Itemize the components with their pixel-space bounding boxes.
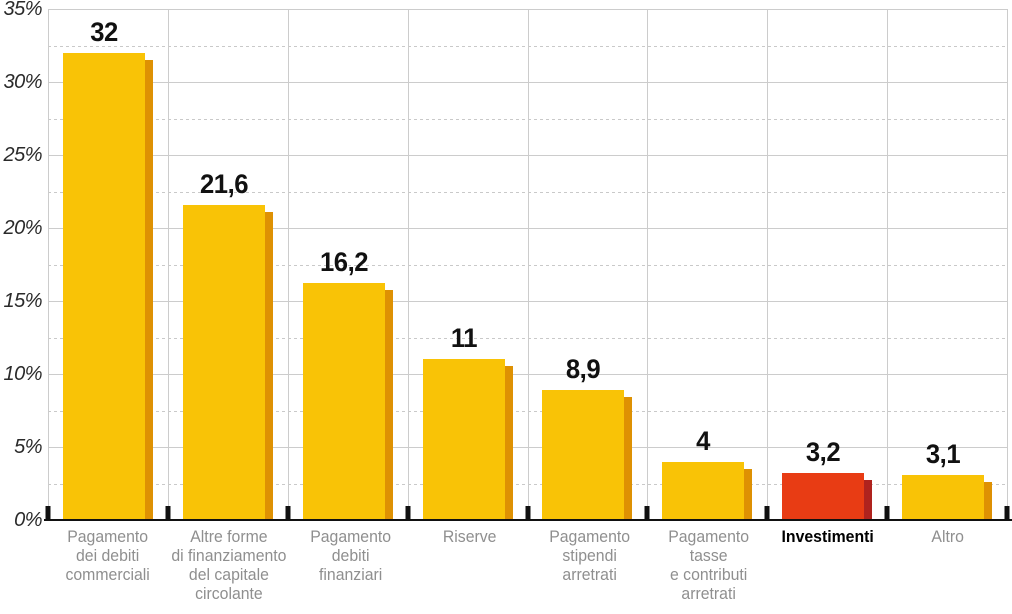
bar-value-label: 16,2 bbox=[319, 247, 369, 278]
y-axis-label: 10% bbox=[3, 363, 42, 385]
y-axis-label: 5% bbox=[14, 436, 42, 458]
bar-shade-edge bbox=[624, 397, 633, 520]
bar-value-label: 8,9 bbox=[566, 354, 601, 385]
vertical-gridline bbox=[527, 9, 529, 520]
x-axis-label-line: Altro bbox=[931, 527, 964, 546]
x-axis-label-line: di finanziamento bbox=[171, 546, 287, 565]
bar-shade-edge bbox=[984, 481, 993, 520]
x-axis-label-line: del capitale bbox=[189, 565, 270, 584]
axis-tick bbox=[405, 506, 411, 520]
bar bbox=[422, 359, 513, 520]
y-axis-label: 30% bbox=[3, 71, 42, 93]
bar-face bbox=[62, 52, 145, 520]
x-axis-label-line: Pagamento bbox=[668, 527, 750, 546]
bar-shade-edge bbox=[744, 468, 753, 520]
x-axis-label-highlighted: Investimenti bbox=[773, 527, 884, 603]
y-axis-label: 35% bbox=[3, 0, 42, 20]
bar-shade-edge bbox=[504, 366, 513, 520]
bar bbox=[182, 204, 273, 520]
y-axis-label: 0% bbox=[14, 509, 42, 531]
bar-face bbox=[542, 390, 625, 520]
vertical-gridline bbox=[407, 9, 409, 520]
bar-face bbox=[902, 474, 985, 520]
axis-tick bbox=[1004, 506, 1010, 520]
x-axis-label: Altro bbox=[892, 527, 1003, 603]
axis-tick bbox=[285, 506, 291, 520]
vertical-gridline bbox=[767, 9, 769, 520]
x-axis-label-line: stipendi bbox=[562, 546, 617, 565]
bar bbox=[782, 473, 873, 520]
axis-tick bbox=[764, 506, 770, 520]
x-axis-label: Pagamento stipendi arretrati bbox=[534, 527, 645, 603]
x-axis-label-line: commerciali bbox=[65, 565, 150, 584]
x-axis-label-line: arretrati bbox=[562, 565, 617, 584]
x-axis-label-line: Pagamento bbox=[67, 527, 149, 546]
bar-shade-edge bbox=[384, 290, 393, 520]
x-axis-label-line: tasse bbox=[689, 546, 728, 565]
bar bbox=[662, 461, 753, 520]
x-axis-label-line: Pagamento bbox=[548, 527, 630, 546]
vertical-gridline bbox=[647, 9, 649, 520]
vertical-gridline bbox=[48, 9, 49, 520]
bar-value-label: 21,6 bbox=[199, 168, 249, 199]
x-axis-label: Riserve bbox=[415, 527, 526, 603]
bar-face bbox=[662, 461, 745, 520]
vertical-gridline bbox=[287, 9, 289, 520]
bar-value-label: 32 bbox=[90, 16, 118, 47]
bar-face bbox=[302, 283, 385, 520]
bar bbox=[302, 283, 393, 520]
y-axis-label: 20% bbox=[3, 217, 42, 239]
bar-face bbox=[182, 204, 265, 520]
bar bbox=[542, 390, 633, 520]
x-axis-label-line: e contributi bbox=[670, 565, 748, 584]
bar bbox=[62, 52, 153, 520]
axis-tick bbox=[525, 506, 530, 520]
highlighted-bar-face bbox=[782, 473, 865, 520]
plot-area: 32 21,6 16,2 11 8,9 4 3,2 3,1 bbox=[45, 9, 1010, 520]
bar bbox=[902, 474, 993, 520]
bar-value-label: 4 bbox=[696, 425, 711, 456]
x-axis-label-line: finanziari bbox=[319, 565, 383, 584]
bar-value-label: 11 bbox=[450, 323, 477, 354]
bar-value-label: 3,2 bbox=[806, 437, 841, 468]
axis-tick bbox=[644, 506, 650, 520]
x-axis-label-line: dei debiti bbox=[76, 546, 140, 565]
x-axis-label-line: debiti bbox=[331, 546, 370, 565]
axis-tick bbox=[45, 506, 51, 520]
axis-tick bbox=[165, 506, 171, 520]
bar-face bbox=[422, 359, 505, 520]
x-axis-label: Pagamento debiti finanziari bbox=[295, 527, 406, 603]
axis-tick bbox=[884, 506, 890, 520]
x-axis-label-line: circolante bbox=[195, 584, 264, 603]
x-axis: Pagamento dei debiti commerciali Altre form… bbox=[48, 527, 1007, 603]
x-axis-label: Pagamento tasse e contributi arretrati bbox=[653, 527, 764, 603]
bar-shade-edge bbox=[144, 59, 153, 520]
x-axis-label-line: Investimenti bbox=[781, 527, 875, 546]
y-axis-label: 25% bbox=[3, 144, 42, 166]
vertical-gridline bbox=[1007, 9, 1008, 520]
vertical-gridline bbox=[887, 9, 889, 520]
x-axis-label-line: Altre forme bbox=[190, 527, 268, 546]
x-axis-label-line: Riserve bbox=[443, 527, 497, 546]
x-axis-label: Pagamento dei debiti commerciali bbox=[52, 527, 163, 603]
bar-value-label: 3,1 bbox=[925, 438, 961, 469]
x-axis-label-line: Pagamento bbox=[310, 527, 392, 546]
bar-shade-edge bbox=[864, 480, 873, 520]
x-axis-line bbox=[44, 519, 1012, 521]
bar-shade-edge bbox=[264, 211, 273, 520]
x-axis-label: Altre forme di finanziamento del capitale c… bbox=[172, 527, 287, 603]
vertical-gridline bbox=[167, 9, 169, 520]
x-axis-label-line: arretrati bbox=[681, 584, 736, 603]
y-axis-label: 15% bbox=[3, 290, 42, 312]
